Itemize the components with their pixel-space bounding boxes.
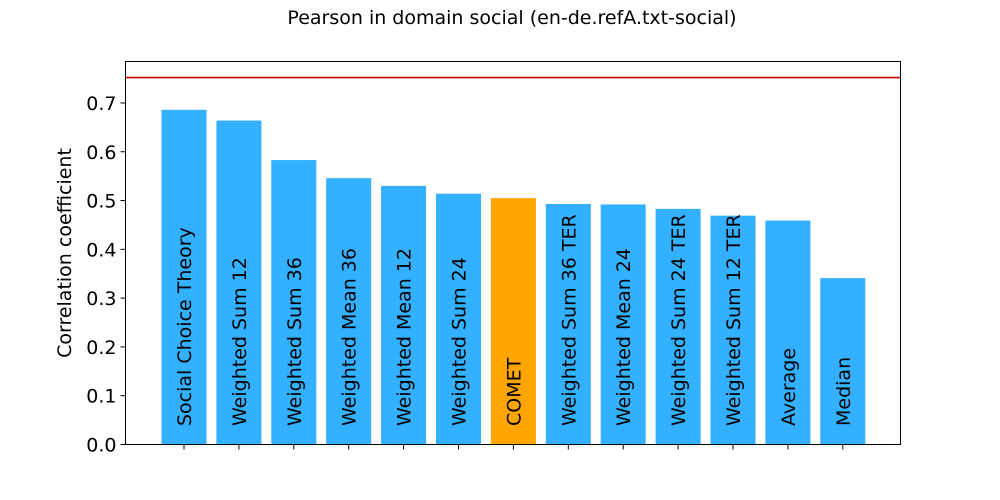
bar-label: Average <box>778 348 800 426</box>
bar-label: Median <box>833 357 855 426</box>
bar-weighted-sum-12-ter <box>710 215 756 445</box>
x-axis <box>183 444 844 450</box>
bar-label: Social Choice Theory <box>174 227 196 426</box>
bar-median <box>820 278 866 445</box>
bar-weighted-sum-12 <box>216 120 262 445</box>
bar-weighted-sum-24 <box>436 193 481 445</box>
bar-weighted-mean-12 <box>381 185 427 445</box>
bar-average <box>765 220 811 445</box>
y-tick-label: 0.5 <box>86 191 116 213</box>
y-axis-label: Correlation coefficient <box>54 148 76 358</box>
y-tick-label: 0.0 <box>86 435 116 457</box>
bar-label: Weighted Mean 24 <box>613 248 635 426</box>
bar-label: Weighted Mean 36 <box>339 248 361 426</box>
bar-weighted-sum-24-ter <box>655 208 701 445</box>
bar-label: Weighted Sum 24 <box>449 257 471 426</box>
bars-layer: Social Choice Theory Weighted Sum 12 Weigh… <box>161 109 866 445</box>
y-tick-label: 0.7 <box>86 93 116 115</box>
y-axis: 0.0 0.1 0.2 0.3 0.4 0.5 0.6 0.7 <box>86 93 126 457</box>
plot-frame <box>125 61 901 445</box>
bar-label: Weighted Sum 36 <box>284 257 306 426</box>
bar-weighted-mean-36 <box>326 178 372 445</box>
y-tick-label: 0.4 <box>86 239 116 261</box>
y-tick-label: 0.2 <box>86 337 116 359</box>
bar-label: Weighted Mean 12 <box>394 248 416 426</box>
bar-label: Weighted Sum 36 TER <box>558 214 580 426</box>
y-tick-label: 0.3 <box>86 288 116 310</box>
bar-label: Weighted Sum 12 <box>229 257 251 426</box>
y-tick-label: 0.1 <box>86 386 116 408</box>
bar-social-choice-theory <box>161 109 207 445</box>
bar-weighted-sum-36 <box>271 160 317 445</box>
y-tick-label: 0.6 <box>86 142 116 164</box>
chart-title: Pearson in domain social (en-de.refA.txt… <box>287 7 736 29</box>
bar-comet <box>490 198 536 445</box>
bar-label: Weighted Sum 12 TER <box>723 214 745 426</box>
bar-label: Weighted Sum 24 TER <box>668 214 690 426</box>
bar-label: COMET <box>503 357 525 426</box>
bar-weighted-sum-36-ter <box>545 203 591 445</box>
bar-weighted-mean-24 <box>600 204 646 445</box>
